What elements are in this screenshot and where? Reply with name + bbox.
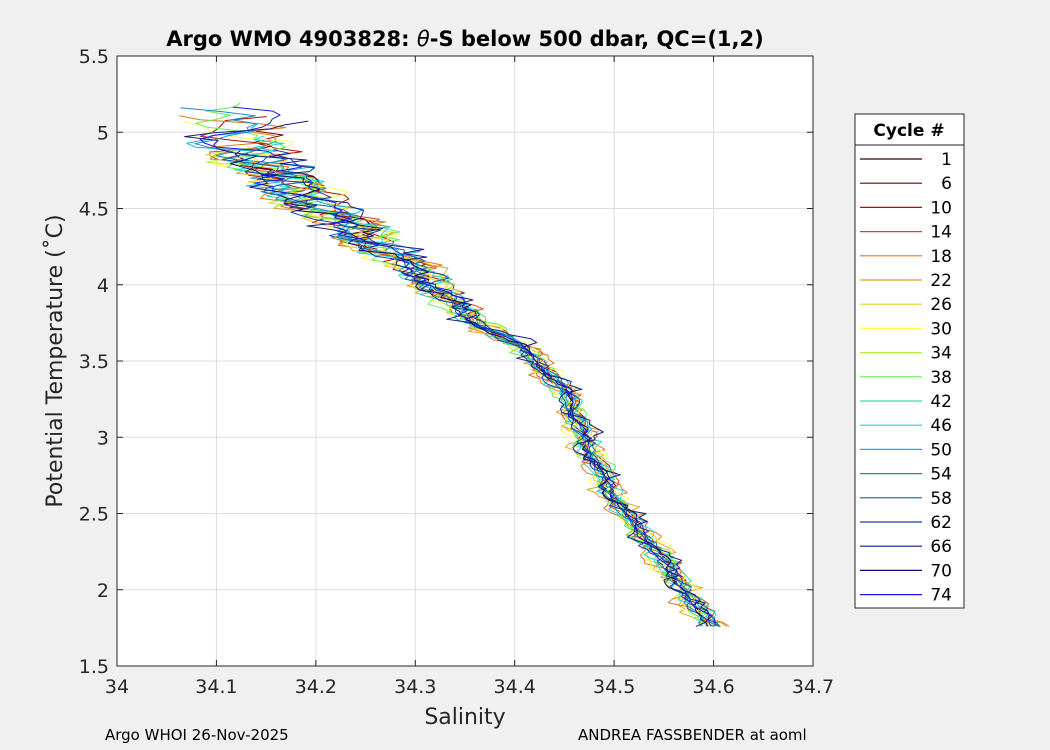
x-tick-label: 34.1 [195,676,237,698]
y-tick-label: 3 [97,427,109,449]
x-axis-label: Salinity [424,705,505,730]
footer-right: ANDREA FASSBENDER at aoml [578,726,807,744]
legend-entry-30: 30 [860,319,952,339]
trace-cycle-58 [221,155,720,627]
legend-entry-50: 50 [860,440,952,460]
trace-cycle-62 [245,149,713,627]
grid [117,56,813,666]
y-tick-label: 2.5 [79,504,109,526]
legend-label: 1 [941,150,952,170]
legend-label: 22 [930,271,952,291]
legend-entry-70: 70 [860,561,952,581]
y-tick-label: 5 [97,122,109,144]
x-axis-ticks: 34 34.1 34.2 34.3 34.4 34.5 34.6 34.7 [105,56,834,698]
footer-left: Argo WHOI 26-Nov-2025 [105,726,289,744]
legend-entry-54: 54 [860,465,952,485]
legend-label: 30 [930,319,952,339]
legend-entry-22: 22 [860,271,952,291]
x-tick-label: 34.4 [494,676,536,698]
x-tick-label: 34 [105,676,129,698]
legend-entry-6: 6 [860,174,952,194]
trace-cycle-74 [199,106,716,627]
legend-entry-34: 34 [860,344,952,364]
legend-entries: 1 6 10 14 18 22 26 30 34 38 42 46 50 54 58 62 66 70 74 [860,150,952,606]
legend-label: 38 [930,368,952,388]
legend-label: 6 [941,174,952,194]
legend-entry-74: 74 [860,586,952,606]
legend-title: Cycle # [873,121,944,141]
legend-entry-42: 42 [860,392,952,412]
x-tick-label: 34.7 [792,676,834,698]
legend-label: 14 [930,223,952,243]
legend-box [854,113,965,609]
chart-title: Argo WMO 4903828: θ-S below 500 dbar, QC… [166,27,763,51]
legend-label: 66 [930,537,952,557]
trace-cycle-66 [184,120,710,627]
legend-entry-62: 62 [860,513,952,533]
profile-traces [179,102,730,627]
y-tick-label: 4 [97,275,109,297]
trace-cycle-50 [186,123,710,627]
trace-cycle-70 [229,155,709,627]
legend-entry-66: 66 [860,537,952,557]
legend-label: 70 [930,561,952,581]
legend-label: 74 [930,586,952,606]
x-tick-label: 34.2 [295,676,337,698]
legend-entry-46: 46 [860,416,952,436]
y-tick-label: 5.5 [79,46,109,68]
y-axis-ticks: 1.5 2 2.5 3 3.5 4 4.5 5 5.5 [79,46,813,678]
legend-entry-26: 26 [860,295,952,315]
legend-entry-58: 58 [860,489,952,509]
x-tick-label: 34.5 [593,676,635,698]
y-tick-label: 1.5 [79,656,109,678]
legend-label: 18 [930,247,952,267]
legend-entry-14: 14 [860,223,952,243]
y-axis-label: Potential Temperature (˚C) [43,214,68,507]
legend-entry-1: 1 [860,150,952,170]
legend-label: 50 [930,440,952,460]
legend-label: 26 [930,295,952,315]
legend-label: 34 [930,344,952,364]
x-tick-label: 34.6 [692,676,734,698]
legend-entry-10: 10 [860,198,952,218]
legend-label: 58 [930,489,952,509]
y-tick-label: 4.5 [79,199,109,221]
y-tick-label: 3.5 [79,351,109,373]
legend-entry-38: 38 [860,368,952,388]
legend-entry-18: 18 [860,247,952,267]
x-tick-label: 34.3 [394,676,436,698]
legend: Cycle # 1 6 10 14 18 22 26 30 34 38 42 46 50 54 58 62 66… [854,113,965,609]
legend-label: 42 [930,392,952,412]
legend-label: 62 [930,513,952,533]
legend-label: 10 [930,198,952,218]
legend-label: 54 [930,465,952,485]
y-tick-label: 2 [97,580,109,602]
legend-label: 46 [930,416,952,436]
